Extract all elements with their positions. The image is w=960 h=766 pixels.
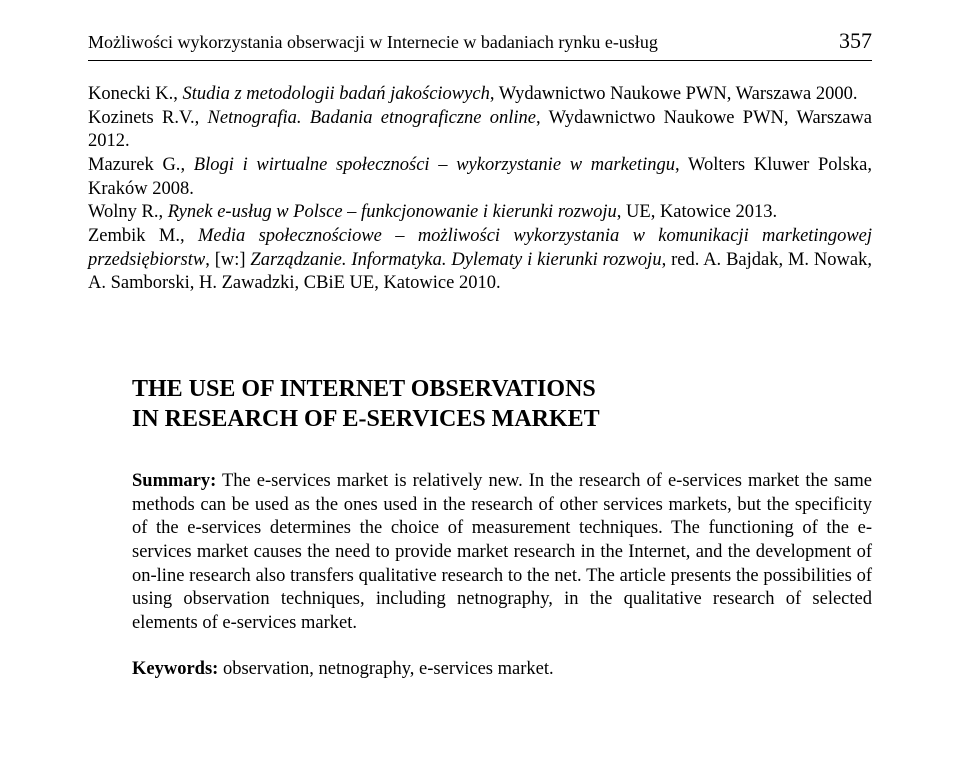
bib-title2-4: Zarządzanie. Informatyka. Dylematy i kie… <box>250 250 661 270</box>
bib-title-1: Netnografia. Badania etnograficzne onlin… <box>208 108 537 128</box>
bib-title-3: Rynek e-usług w Polsce – funkcjonowanie … <box>168 202 617 222</box>
section-title-line1: THE USE OF INTERNET OBSERVATIONS <box>132 376 596 402</box>
bibliography-block: Konecki K., Studia z metodologii badań j… <box>88 83 872 296</box>
bib-rest-4a: , [w:] <box>205 250 250 270</box>
keywords-label: Keywords: <box>132 659 218 679</box>
bib-title-2: Blogi i wirtualne społeczności – wykorzy… <box>194 155 675 175</box>
page-number: 357 <box>839 28 872 54</box>
bib-author-0: Konecki K. <box>88 84 173 104</box>
bib-rest-3: , UE, Katowice 2013. <box>617 202 777 222</box>
page-header: Możliwości wykorzystania obserwacji w In… <box>88 28 872 54</box>
keywords-text: observation, netnography, e-services mar… <box>218 659 553 679</box>
summary-label: Summary: <box>132 471 216 491</box>
bib-author-1: Kozinets R.V. <box>88 108 195 128</box>
bib-author-3: Wolny R. <box>88 202 158 222</box>
running-head: Możliwości wykorzystania obserwacji w In… <box>88 32 658 53</box>
bib-rest-0: , Wydawnictwo Naukowe PWN, Warszawa 2000… <box>490 84 858 104</box>
section-title: THE USE OF INTERNET OBSERVATIONS IN RESE… <box>132 374 852 434</box>
bib-title-0: Studia z metodologii badań jakościowych <box>183 84 490 104</box>
header-divider <box>88 60 872 61</box>
keywords-paragraph: Keywords: observation, netnography, e-se… <box>132 658 872 682</box>
summary-text: The e-services market is relatively new.… <box>132 471 872 633</box>
summary-paragraph: Summary: The e-services market is relati… <box>132 470 872 636</box>
section-title-line2: IN RESEARCH OF E-SERVICES MARKET <box>132 406 600 432</box>
bib-author-4: Zembik M. <box>88 226 180 246</box>
bib-author-2: Mazurek G. <box>88 155 180 175</box>
